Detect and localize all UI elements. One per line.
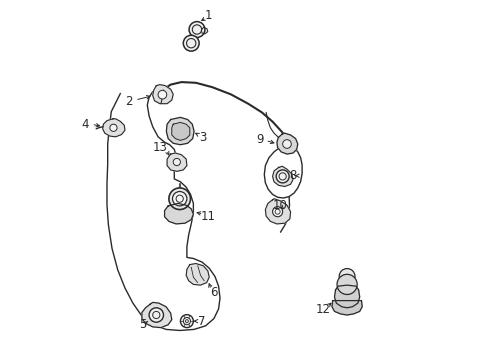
Polygon shape (164, 203, 193, 224)
Text: 2: 2 (124, 95, 132, 108)
Polygon shape (334, 285, 359, 308)
Text: 7: 7 (198, 315, 205, 328)
Text: 11: 11 (201, 210, 216, 222)
Text: 4: 4 (81, 118, 89, 131)
Circle shape (110, 124, 117, 131)
Circle shape (173, 158, 180, 166)
Circle shape (172, 192, 186, 206)
Text: 6: 6 (210, 286, 217, 299)
Polygon shape (166, 117, 194, 145)
Text: 9: 9 (255, 133, 263, 146)
Circle shape (276, 170, 288, 183)
Polygon shape (152, 85, 173, 104)
Text: 8: 8 (289, 169, 296, 182)
Polygon shape (171, 122, 189, 140)
Text: 10: 10 (272, 199, 287, 212)
Polygon shape (331, 301, 362, 315)
Polygon shape (272, 166, 292, 186)
Text: 3: 3 (199, 131, 206, 144)
Polygon shape (102, 119, 125, 137)
Circle shape (158, 90, 166, 99)
Circle shape (183, 318, 190, 325)
Circle shape (282, 140, 291, 148)
Circle shape (183, 35, 199, 51)
Text: 13: 13 (152, 141, 167, 154)
Circle shape (336, 274, 356, 294)
Polygon shape (265, 199, 290, 224)
Polygon shape (167, 153, 186, 171)
Circle shape (149, 308, 163, 322)
Circle shape (180, 315, 193, 328)
Polygon shape (276, 133, 297, 154)
Text: 5: 5 (139, 318, 146, 331)
Polygon shape (186, 264, 209, 285)
Polygon shape (201, 27, 207, 34)
Circle shape (189, 22, 204, 37)
Text: 1: 1 (204, 9, 212, 22)
Polygon shape (142, 302, 171, 328)
Text: 12: 12 (315, 303, 330, 316)
Circle shape (168, 188, 190, 210)
Circle shape (272, 207, 282, 217)
Circle shape (339, 269, 354, 284)
